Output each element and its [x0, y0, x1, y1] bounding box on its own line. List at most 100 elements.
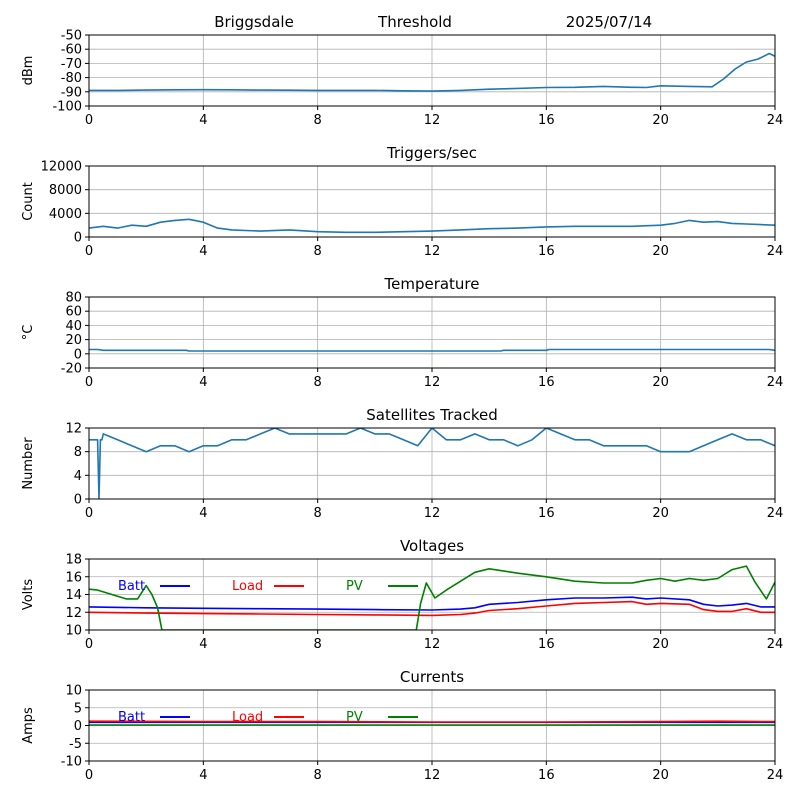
x-tick-label: 16	[538, 244, 555, 259]
y-tick-label: 8	[74, 445, 82, 460]
y-tick-label: -100	[52, 100, 82, 115]
header-station: Briggsdale	[214, 13, 294, 31]
y-tick-label: 0	[74, 493, 82, 508]
chart-title: Satellites Tracked	[366, 406, 497, 424]
x-tick-label: 0	[85, 113, 93, 128]
x-tick-label: 24	[767, 375, 784, 390]
y-tick-label: -20	[61, 362, 82, 377]
y-tick-label: -5	[69, 737, 82, 752]
chart-satellites: 0 4 8 12 16 20 24 0 4 8 12 Satellites Tracked Number	[21, 406, 783, 521]
y-tick-label: 4	[74, 469, 82, 484]
y-tick-label: 4000	[49, 207, 82, 222]
series-line	[89, 52, 775, 92]
legend-label-pv: PV	[346, 710, 363, 725]
x-tick-label: 0	[85, 506, 93, 521]
y-tick-label: 5	[74, 701, 82, 716]
legend-label-load: Load	[232, 710, 263, 725]
y-tick-label: 8000	[49, 183, 82, 198]
x-tick-label: 20	[652, 113, 669, 128]
x-tick-label: 16	[538, 637, 555, 652]
x-tick-label: 0	[85, 768, 93, 783]
legend-label-batt: Batt	[118, 710, 145, 725]
x-tick-label: 20	[652, 768, 669, 783]
y-tick-label: -80	[61, 71, 82, 86]
x-tick-label: 16	[538, 375, 555, 390]
x-tick-label: 12	[424, 113, 441, 128]
header-date: 2025/07/14	[566, 13, 652, 31]
y-axis-label: Amps	[21, 707, 36, 744]
x-tick-label: 16	[538, 506, 555, 521]
y-tick-label: 18	[65, 553, 82, 568]
x-tick-label: 24	[767, 768, 784, 783]
x-tick-label: 16	[538, 113, 555, 128]
x-tick-label: 8	[314, 506, 322, 521]
x-tick-label: 4	[199, 768, 207, 783]
y-tick-label: 14	[65, 588, 82, 603]
y-tick-label: 16	[65, 570, 82, 585]
series-line-load	[89, 600, 775, 617]
x-tick-label: 0	[85, 244, 93, 259]
x-tick-label: 20	[652, 506, 669, 521]
x-tick-label: 0	[85, 637, 93, 652]
y-axis-label: °C	[21, 325, 36, 341]
x-tick-label: 20	[652, 244, 669, 259]
y-tick-label: 0	[74, 347, 82, 362]
y-tick-label: 60	[65, 305, 82, 320]
chart-title: Currents	[400, 668, 464, 686]
series-line	[89, 218, 775, 234]
x-tick-label: 4	[199, 375, 207, 390]
x-tick-label: 4	[199, 506, 207, 521]
y-axis-label: dBm	[21, 56, 36, 86]
y-tick-label: -60	[61, 43, 82, 58]
x-tick-label: 12	[424, 244, 441, 259]
x-tick-label: 20	[652, 375, 669, 390]
y-tick-label: 10	[65, 684, 82, 699]
chart-title: Temperature	[383, 275, 479, 293]
x-tick-label: 4	[199, 244, 207, 259]
legend-label-pv: PV	[346, 579, 363, 594]
x-tick-label: 12	[424, 506, 441, 521]
y-tick-label: 12	[65, 606, 82, 621]
chart-currents: 0 4 8 12 16 20 24 -10 -5 0 5 10 Currents Amps Batt Load…	[21, 668, 783, 783]
x-tick-label: 16	[538, 768, 555, 783]
chart-title: Triggers/sec	[386, 144, 477, 162]
series-line	[89, 428, 775, 499]
header-mode: Threshold	[377, 13, 452, 31]
y-tick-label: 80	[65, 291, 82, 306]
x-tick-label: 8	[314, 244, 322, 259]
chart-voltages: 0 4 8 12 16 20 24 10 12 14 16 18 Voltages Volts Batt Lo…	[21, 537, 783, 652]
legend-label-batt: Batt	[118, 579, 145, 594]
x-tick-label: 24	[767, 113, 784, 128]
x-tick-label: 8	[314, 375, 322, 390]
x-tick-label: 24	[767, 506, 784, 521]
y-axis-label: Number	[21, 437, 36, 490]
y-tick-label: 0	[74, 231, 82, 246]
x-tick-label: 12	[424, 768, 441, 783]
y-tick-label: -90	[61, 85, 82, 100]
series-line-pv	[89, 565, 775, 630]
x-tick-label: 20	[652, 637, 669, 652]
x-tick-label: 12	[424, 637, 441, 652]
x-tick-label: 24	[767, 637, 784, 652]
series-line-batt	[89, 596, 775, 611]
y-tick-label: 10	[65, 624, 82, 639]
x-tick-label: 8	[314, 768, 322, 783]
x-tick-label: 8	[314, 637, 322, 652]
y-tick-label: 0	[74, 719, 82, 734]
x-tick-label: 12	[424, 375, 441, 390]
x-tick-label: 4	[199, 637, 207, 652]
x-tick-label: 0	[85, 375, 93, 390]
y-tick-label: 12000	[41, 160, 82, 175]
y-axis-label: Count	[21, 182, 36, 221]
y-tick-label: 40	[65, 319, 82, 334]
chart-title: Voltages	[400, 537, 464, 555]
x-tick-label: 4	[199, 113, 207, 128]
y-axis-label: Volts	[21, 579, 36, 611]
y-tick-label: -10	[61, 755, 82, 770]
series-line-load	[89, 720, 775, 723]
legend-label-load: Load	[232, 579, 263, 594]
y-tick-label: 12	[65, 422, 82, 437]
series-line	[89, 348, 775, 352]
y-tick-label: 20	[65, 333, 82, 348]
